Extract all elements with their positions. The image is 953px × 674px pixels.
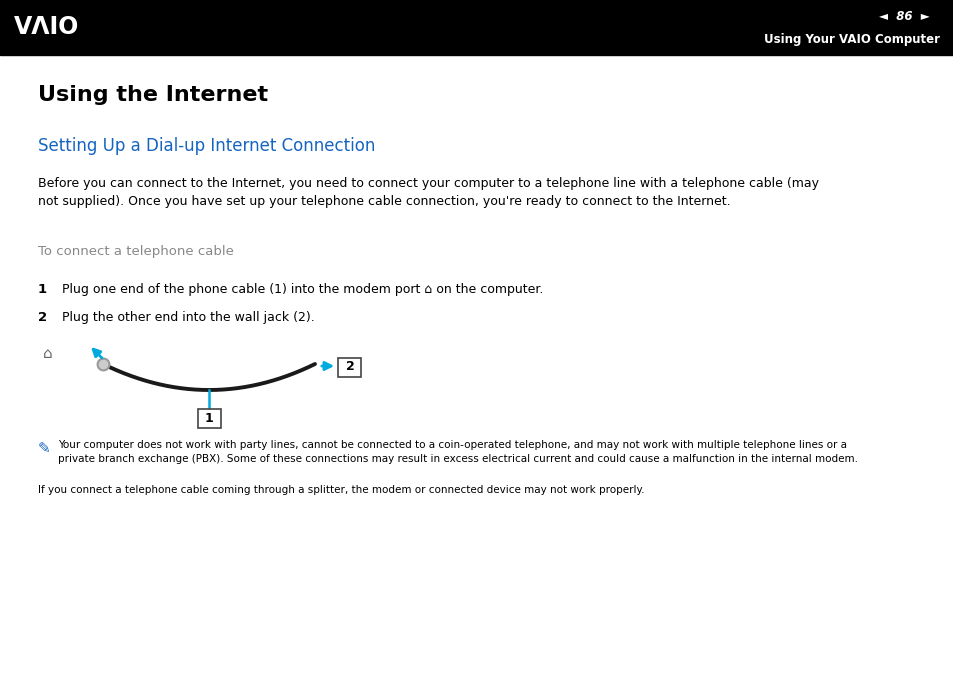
Text: 1: 1	[205, 412, 213, 425]
Text: Using Your VAIO Computer: Using Your VAIO Computer	[763, 33, 939, 46]
Text: Before you can connect to the Internet, you need to connect your computer to a t: Before you can connect to the Internet, …	[38, 177, 818, 208]
FancyBboxPatch shape	[197, 410, 221, 429]
Text: Plug the other end into the wall jack (2).: Plug the other end into the wall jack (2…	[62, 311, 314, 324]
Text: To connect a telephone cable: To connect a telephone cable	[38, 245, 233, 258]
Text: 1: 1	[38, 283, 47, 296]
Bar	[0, 0, 953, 55]
Text: Your computer does not work with party lines, cannot be connected to a coin-oper: Your computer does not work with party l…	[58, 440, 857, 464]
Text: Plug one end of the phone cable (1) into the modem port ⌂ on the computer.: Plug one end of the phone cable (1) into…	[62, 283, 543, 296]
Text: Using the Internet: Using the Internet	[38, 85, 268, 105]
Text: VΛIO: VΛIO	[14, 16, 79, 40]
Text: ✎: ✎	[38, 441, 51, 456]
Text: Setting Up a Dial-up Internet Connection: Setting Up a Dial-up Internet Connection	[38, 137, 375, 155]
Text: 2: 2	[38, 311, 47, 324]
Text: 2: 2	[345, 361, 354, 373]
Text: ◄  86  ►: ◄ 86 ►	[878, 10, 928, 23]
FancyBboxPatch shape	[338, 357, 361, 377]
Text: ⌂: ⌂	[43, 346, 52, 361]
Text: If you connect a telephone cable coming through a splitter, the modem or connect: If you connect a telephone cable coming …	[38, 485, 644, 495]
